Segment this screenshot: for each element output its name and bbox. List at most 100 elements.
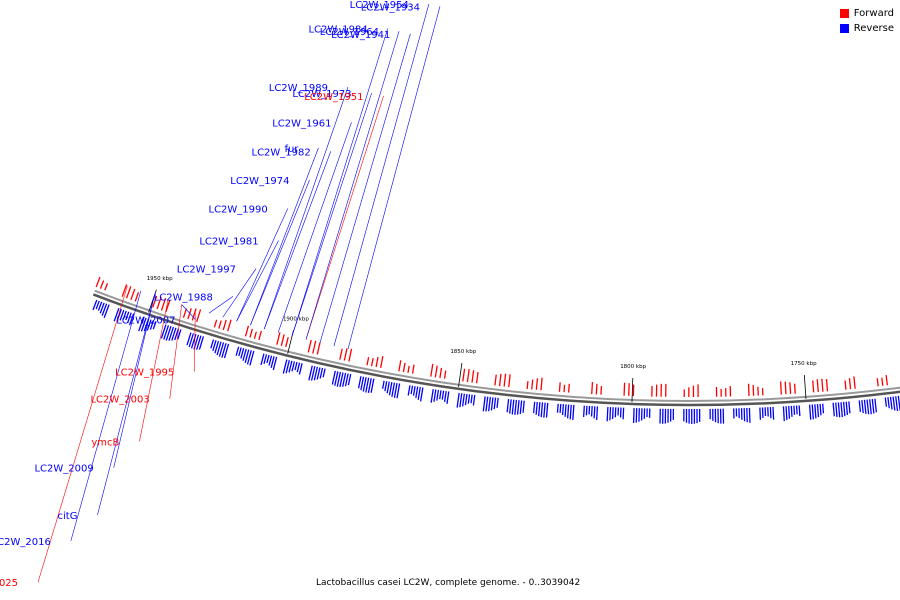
reverse-gene-mark bbox=[611, 407, 614, 419]
forward-gene-mark bbox=[165, 300, 171, 313]
forward-gene-mark bbox=[152, 295, 158, 308]
reverse-gene-mark bbox=[472, 394, 476, 406]
reverse-gene-mark bbox=[511, 399, 515, 415]
reverse-gene-mark bbox=[384, 381, 388, 392]
reverse-gene-mark bbox=[316, 367, 321, 380]
feature-label: LC2W_1997 bbox=[177, 265, 236, 276]
reverse-gene-mark bbox=[814, 404, 817, 419]
reverse-gene-mark bbox=[793, 405, 796, 415]
reverse-gene-mark bbox=[858, 400, 862, 412]
forward-gene-mark bbox=[156, 296, 162, 310]
reverse-gene-mark bbox=[522, 400, 525, 413]
feature-label: ymcB bbox=[91, 437, 119, 448]
feature-leader-line bbox=[291, 92, 372, 337]
feature-leader-line bbox=[70, 290, 142, 542]
forward-gene-mark bbox=[443, 370, 447, 379]
feature-leader-line bbox=[291, 28, 389, 337]
reverse-gene-mark bbox=[436, 389, 440, 401]
forward-gene-mark bbox=[125, 286, 132, 299]
forward-gene-mark bbox=[503, 373, 507, 387]
feature-leader-line bbox=[97, 295, 155, 516]
reverse-gene-mark bbox=[456, 392, 460, 408]
reverse-gene-mark bbox=[590, 406, 593, 417]
reverse-gene-mark bbox=[417, 386, 421, 400]
reverse-gene-mark bbox=[165, 326, 172, 341]
legend-reverse-label: Reverse bbox=[853, 23, 894, 34]
reverse-gene-mark bbox=[808, 404, 812, 420]
feature-leader-line bbox=[250, 179, 310, 326]
reverse-gene-mark bbox=[759, 407, 762, 420]
reverse-gene-mark bbox=[816, 404, 820, 418]
reverse-gene-mark bbox=[128, 313, 135, 326]
feature-label: LC2W_1974 bbox=[230, 176, 289, 187]
reverse-gene-mark bbox=[365, 377, 370, 393]
forward-gene-mark bbox=[244, 325, 250, 337]
reverse-gene-mark bbox=[459, 393, 463, 408]
genome-backbone bbox=[92, 289, 900, 407]
reverse-gene-mark bbox=[367, 378, 372, 394]
reverse-gene-mark bbox=[122, 310, 127, 320]
tick-label: 1750 kbp bbox=[791, 361, 817, 367]
reverse-gene-mark bbox=[370, 378, 375, 393]
reverse-gene-mark bbox=[845, 401, 849, 416]
reverse-gene-mark bbox=[116, 308, 122, 322]
reverse-gene-mark bbox=[342, 372, 347, 387]
reverse-gene-mark bbox=[410, 385, 414, 395]
reverse-gene-mark bbox=[606, 406, 609, 422]
reverse-gene-mark bbox=[785, 406, 788, 421]
reverse-gene-mark bbox=[795, 405, 798, 415]
forward-gene-mark bbox=[567, 383, 570, 393]
reverse-gene-mark bbox=[99, 302, 105, 314]
reverse-gene-mark bbox=[291, 361, 296, 372]
forward-gene-mark bbox=[494, 374, 497, 386]
reverse-gene-mark bbox=[331, 370, 336, 385]
reverse-gene-mark bbox=[266, 354, 270, 364]
reverse-gene-mark bbox=[319, 367, 324, 379]
reverse-gene-mark bbox=[310, 366, 316, 381]
feature-label: LC2W_2009 bbox=[34, 464, 93, 475]
reverse-gene-mark bbox=[160, 324, 167, 339]
reverse-gene-mark bbox=[95, 300, 100, 310]
forward-gene-mark bbox=[508, 374, 511, 388]
forward-gene-mark bbox=[99, 280, 105, 289]
reverse-gene-mark bbox=[393, 382, 398, 398]
reverse-gene-mark bbox=[485, 396, 489, 412]
forward-gene-mark bbox=[249, 328, 253, 338]
reverse-gene-mark bbox=[168, 326, 175, 341]
feature-label: LC2W_2003 bbox=[90, 395, 149, 406]
reverse-gene-mark bbox=[412, 386, 416, 396]
forward-gene-mark bbox=[227, 319, 232, 332]
reverse-strand-track bbox=[92, 299, 900, 424]
reverse-gene-mark bbox=[840, 402, 843, 418]
tick-line bbox=[803, 374, 807, 399]
reverse-gene-mark bbox=[238, 347, 242, 357]
forward-gene-mark bbox=[789, 382, 792, 394]
legend-forward: Forward bbox=[839, 6, 894, 21]
forward-gene-mark bbox=[462, 368, 466, 382]
forward-gene-mark bbox=[348, 348, 353, 362]
reverse-gene-mark bbox=[388, 382, 393, 396]
forward-gene-mark bbox=[276, 332, 281, 345]
tick-label: 1900 kbp bbox=[283, 317, 309, 323]
reverse-gene-mark bbox=[360, 376, 365, 391]
feature-label: fur bbox=[284, 144, 299, 155]
reverse-gene-mark bbox=[516, 400, 520, 415]
forward-gene-mark bbox=[339, 348, 343, 360]
forward-gene-mark bbox=[312, 340, 317, 354]
reverse-gene-mark bbox=[186, 332, 192, 346]
reverse-gene-mark bbox=[566, 404, 570, 419]
forward-gene-mark bbox=[196, 309, 202, 323]
reverse-gene-mark bbox=[127, 312, 132, 323]
reverse-gene-mark bbox=[177, 329, 182, 340]
feature-label: LC2W_1954 bbox=[350, 0, 409, 11]
feature-leader-line bbox=[236, 240, 279, 322]
forward-gene-mark bbox=[130, 288, 136, 301]
forward-gene-mark bbox=[253, 331, 257, 339]
feature-label: LC2W_2016 bbox=[0, 537, 51, 548]
forward-gene-mark bbox=[104, 282, 109, 291]
reverse-gene-mark bbox=[490, 397, 494, 411]
forward-gene-mark bbox=[881, 377, 884, 386]
reverse-gene-mark bbox=[263, 354, 268, 364]
reverse-gene-mark bbox=[545, 402, 549, 418]
reverse-gene-mark bbox=[519, 400, 523, 414]
